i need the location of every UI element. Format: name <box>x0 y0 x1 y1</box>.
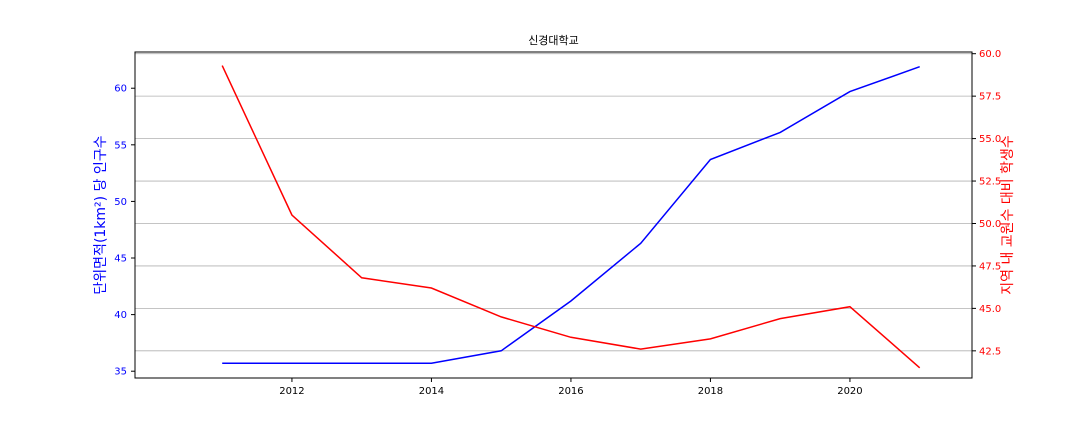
left-tick-label: 35 <box>114 367 127 378</box>
x-tick-label: 2016 <box>558 386 583 397</box>
x-tick-label: 2018 <box>698 386 723 397</box>
right-tick-label: 45.0 <box>979 304 1001 315</box>
right-tick-label: 52.5 <box>979 177 1001 188</box>
left-y-axis: 35 40 45 50 55 60 <box>114 84 135 378</box>
left-tick-label: 50 <box>114 197 127 208</box>
left-tick-label: 60 <box>114 84 127 95</box>
x-tick-label: 2020 <box>837 386 862 397</box>
x-tick-label: 2012 <box>279 386 304 397</box>
plot-frame <box>134 51 973 379</box>
right-y-axis: 42.5 45.0 47.5 50.0 52.5 55.0 57.5 60.0 <box>972 49 1001 357</box>
series-line-left <box>222 65 920 365</box>
left-tick-label: 40 <box>114 310 127 321</box>
series-line-right <box>221 65 921 369</box>
left-tick-label: 55 <box>114 140 127 151</box>
right-tick-label: 50.0 <box>979 219 1001 230</box>
right-tick-label: 60.0 <box>979 49 1001 60</box>
gridlines <box>135 53 972 352</box>
x-tick-label: 2014 <box>419 386 444 397</box>
left-tick-label: 45 <box>114 254 127 265</box>
right-axis-label: 지역 내 교원수 대비 학생수 <box>1000 135 1016 295</box>
right-tick-label: 47.5 <box>979 261 1001 272</box>
chart-title: 신경대학교 <box>528 34 579 47</box>
x-axis: 2012 2014 2016 2018 2020 <box>279 378 863 397</box>
series-layer <box>221 65 921 369</box>
left-axis-label: 단위면적(1km²) 당 인구수 <box>93 135 109 294</box>
right-tick-label: 42.5 <box>979 346 1001 357</box>
right-tick-label: 57.5 <box>979 92 1001 103</box>
right-tick-label: 55.0 <box>979 134 1001 145</box>
